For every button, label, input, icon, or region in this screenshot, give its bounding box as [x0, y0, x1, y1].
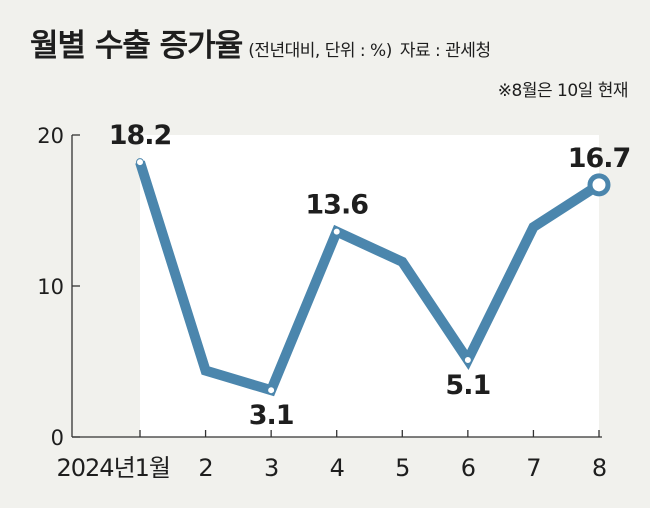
y-tick-label: 20: [37, 124, 64, 148]
x-tick-label: 3: [264, 454, 278, 482]
x-tick-label: 4: [330, 454, 344, 482]
series-line: [135, 160, 602, 397]
data-point: [267, 386, 276, 395]
title-row: 월별 수출 증가율 (전년대비, 단위 : %) 자료 : 관세청: [30, 20, 491, 65]
data-label: 3.1: [249, 400, 294, 431]
plot-area: [140, 135, 599, 437]
y-tick-label: 10: [37, 275, 64, 299]
x-tick-label: 8: [592, 454, 606, 482]
source-note: 자료 : 관세청: [399, 41, 491, 61]
data-point: [463, 355, 472, 364]
chart-title: 월별 수출 증가율: [30, 28, 243, 64]
data-point: [136, 158, 144, 167]
data-point-last: [587, 173, 611, 197]
chart-subtitle: (전년대비, 단위 : %): [248, 41, 392, 61]
data-label: 16.7: [568, 143, 631, 174]
data-label: 5.1: [445, 370, 490, 401]
x-tick-label: 7: [526, 454, 540, 482]
data-label: 18.2: [109, 120, 172, 151]
x-tick-label: 2: [198, 454, 212, 482]
data-point: [332, 227, 341, 236]
y-tick-label: 0: [51, 426, 64, 450]
x-tick-label: 2024년1월: [56, 454, 170, 482]
date-note: ※8월은 10일 현재: [497, 81, 629, 101]
data-label: 13.6: [305, 190, 368, 221]
x-tick-label: 5: [395, 454, 409, 482]
x-tick-label: 6: [461, 454, 475, 482]
